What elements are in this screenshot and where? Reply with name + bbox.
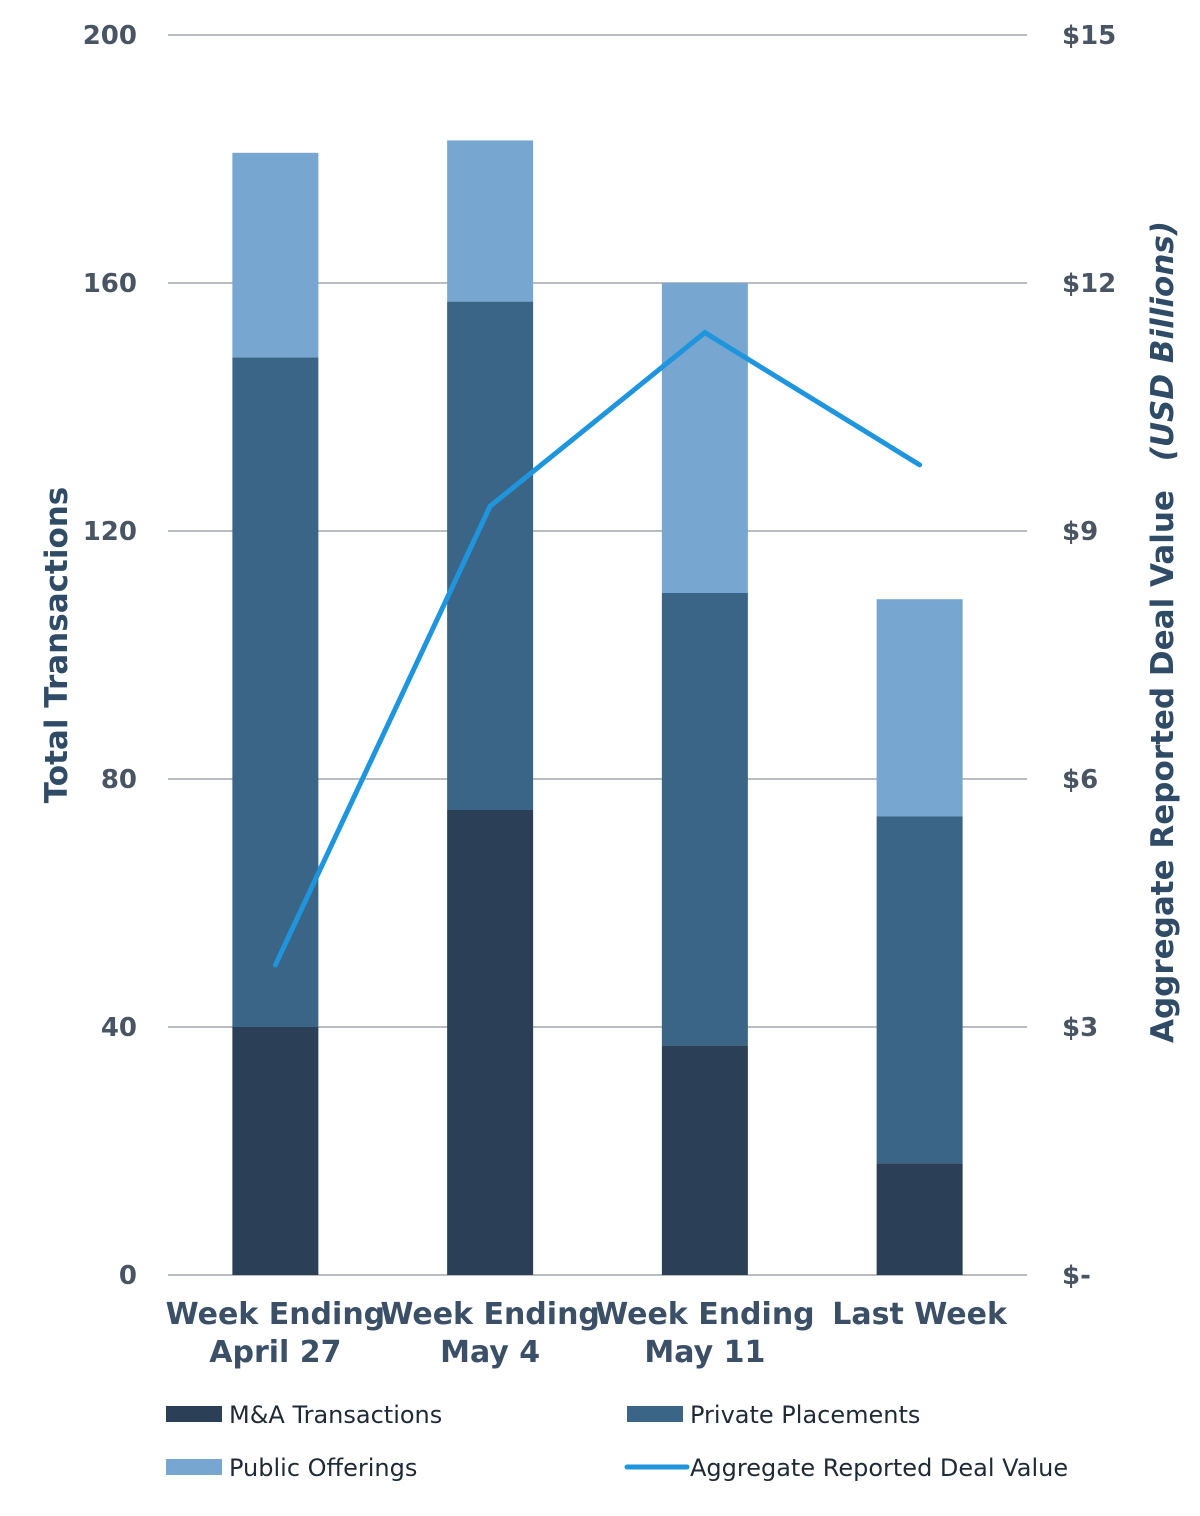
right-axis-title-main: Aggregate Reported Deal Value — [1145, 490, 1181, 1043]
bar-public-offerings — [877, 599, 963, 816]
category-label-line: May 4 — [440, 1335, 540, 1370]
right-tick-label: $9 — [1062, 517, 1098, 547]
left-tick-label: 120 — [83, 517, 137, 547]
category-label-line: Last Week — [832, 1297, 1008, 1332]
legend: M&A Transactions Private Placements Public… — [166, 1401, 1068, 1482]
right-tick-label: $15 — [1062, 21, 1116, 51]
bar-m-a-transactions — [447, 810, 533, 1275]
bar-private-placements — [232, 357, 318, 1027]
legend-label-public-offerings: Public Offerings — [229, 1454, 417, 1482]
right-tick-label: $12 — [1062, 269, 1116, 299]
bar-public-offerings — [447, 140, 533, 301]
bar-m-a-transactions — [662, 1046, 748, 1275]
bars — [232, 140, 962, 1275]
category-label-line: Week Ending — [166, 1297, 386, 1332]
left-axis-title: Total Transactions — [39, 487, 75, 804]
right-axis-title-unit: (USD Billions) — [1145, 221, 1181, 461]
left-tick-label: 200 — [83, 21, 137, 51]
deal-value-line — [275, 333, 919, 965]
left-tick-label: 160 — [83, 269, 137, 299]
deal-value-line-layer — [275, 333, 919, 966]
category-label-line: Week Ending — [595, 1297, 815, 1332]
bar-m-a-transactions — [232, 1027, 318, 1275]
legend-swatch-m-a-transactions — [166, 1406, 222, 1422]
bar-private-placements — [877, 816, 963, 1163]
right-tick-label: $- — [1062, 1261, 1091, 1291]
category-label: Last Week — [832, 1297, 1008, 1332]
bar-public-offerings — [232, 153, 318, 358]
left-tick-label: 80 — [101, 765, 137, 795]
legend-swatch-public-offerings — [166, 1459, 222, 1475]
bar-public-offerings — [662, 283, 748, 593]
bar-private-placements — [662, 593, 748, 1046]
left-tick-label: 40 — [101, 1013, 137, 1043]
legend-label-private-placements: Private Placements — [690, 1401, 920, 1429]
bar-m-a-transactions — [877, 1163, 963, 1275]
category-label-line: Week Ending — [380, 1297, 600, 1332]
left-tick-label: 0 — [119, 1261, 137, 1291]
legend-swatch-private-placements — [627, 1406, 683, 1422]
right-tick-label: $6 — [1062, 765, 1098, 795]
right-axis-title: Aggregate Reported Deal Value (USD Billi… — [1145, 221, 1181, 1043]
category-label-line: May 11 — [644, 1335, 765, 1370]
legend-label-m-a-transactions: M&A Transactions — [229, 1401, 442, 1429]
bar-private-placements — [447, 302, 533, 810]
right-tick-label: $3 — [1062, 1013, 1098, 1043]
legend-label-aggregate-reported-deal-value: Aggregate Reported Deal Value — [690, 1454, 1068, 1482]
category-label-line: April 27 — [209, 1335, 341, 1370]
